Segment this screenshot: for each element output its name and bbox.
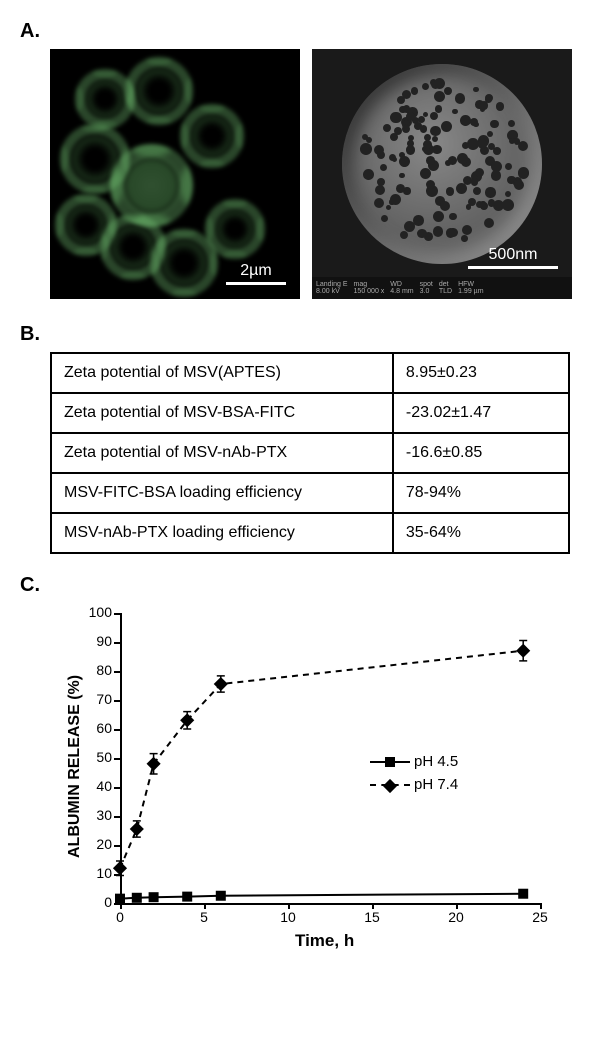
- legend-label: pH 4.5: [414, 753, 458, 770]
- param-cell: Zeta potential of MSV-nAb-PTX: [51, 433, 393, 473]
- panel-c-label: C.: [20, 574, 593, 597]
- value-cell: -23.02±1.47: [393, 393, 569, 433]
- sem-info-cell: spot3.0: [420, 281, 433, 295]
- data-table: Zeta potential of MSV(APTES)8.95±0.23Zet…: [50, 352, 570, 554]
- sem-info-cell: HFW1.99 µm: [458, 281, 483, 295]
- table-row: Zeta potential of MSV-BSA-FITC-23.02±1.4…: [51, 393, 569, 433]
- value-cell: 35-64%: [393, 513, 569, 553]
- sem-image: 500nm Landing E8.00 kV mag150 000 x WD4.8 …: [312, 49, 572, 299]
- scalebar-left-text: 2µm: [240, 262, 271, 279]
- panel-a-images: 2µm 500nm Landing E8.00 kV mag150 000 x WD…: [50, 49, 593, 299]
- table-row: MSV-nAb-PTX loading efficiency35-64%: [51, 513, 569, 553]
- plot-svg: [50, 603, 560, 923]
- param-cell: Zeta potential of MSV-BSA-FITC: [51, 393, 393, 433]
- scalebar-left: 2µm: [226, 262, 286, 285]
- scalebar-right: 500nm: [468, 246, 558, 269]
- param-cell: MSV-nAb-PTX loading efficiency: [51, 513, 393, 553]
- panel-b-table-wrap: Zeta potential of MSV(APTES)8.95±0.23Zet…: [50, 352, 593, 554]
- table-row: Zeta potential of MSV-nAb-PTX-16.6±0.85: [51, 433, 569, 473]
- panel-a-label: A.: [20, 20, 593, 43]
- sem-info-cell: WD4.8 mm: [390, 281, 413, 295]
- legend-item: pH 4.5: [370, 753, 458, 770]
- param-cell: MSV-FITC-BSA loading efficiency: [51, 473, 393, 513]
- sem-info-cell: Landing E8.00 kV: [316, 281, 348, 295]
- legend-label: pH 7.4: [414, 776, 458, 793]
- sem-info-bar: Landing E8.00 kV mag150 000 x WD4.8 mm spot…: [312, 277, 572, 299]
- x-axis-label: Time, h: [295, 931, 354, 951]
- confocal-image: 2µm: [50, 49, 300, 299]
- value-cell: -16.6±0.85: [393, 433, 569, 473]
- sem-info-cell: mag150 000 x: [354, 281, 385, 295]
- scalebar-right-text: 500nm: [489, 246, 538, 263]
- sem-info-cell: detTLD: [439, 281, 452, 295]
- legend-item: pH 7.4: [370, 776, 458, 793]
- table-row: Zeta potential of MSV(APTES)8.95±0.23: [51, 353, 569, 393]
- panel-c-chart-wrap: 01020304050607080901000510152025ALBUMIN …: [50, 603, 593, 963]
- table-row: MSV-FITC-BSA loading efficiency78-94%: [51, 473, 569, 513]
- value-cell: 78-94%: [393, 473, 569, 513]
- value-cell: 8.95±0.23: [393, 353, 569, 393]
- sem-disc: [342, 64, 542, 264]
- panel-b-label: B.: [20, 323, 593, 346]
- legend: pH 4.5 pH 7.4: [370, 753, 458, 799]
- param-cell: Zeta potential of MSV(APTES): [51, 353, 393, 393]
- release-chart: 01020304050607080901000510152025ALBUMIN …: [50, 603, 570, 963]
